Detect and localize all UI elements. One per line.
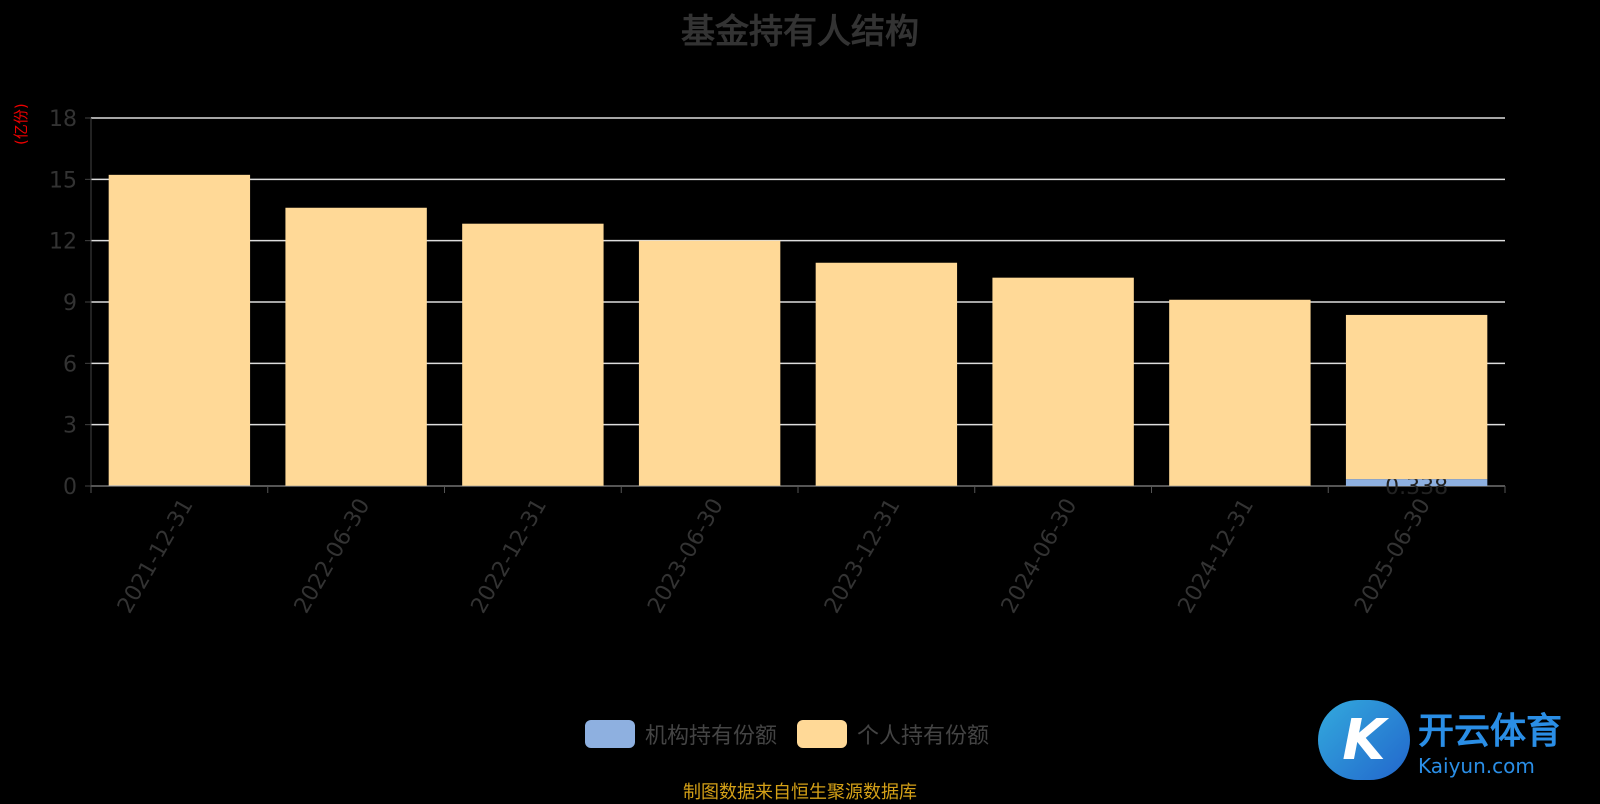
y-tick-label: 18 [49, 107, 77, 132]
x-tick-label: 2024-06-30 [997, 495, 1083, 618]
bar-individual [1346, 315, 1487, 479]
logo-mark: K [1318, 700, 1410, 780]
legend-label: 个人持有份额 [857, 718, 989, 750]
x-tick-label: 2022-06-30 [290, 495, 376, 618]
legend: 机构持有份额 个人持有份额 [585, 718, 989, 750]
y-tick-label: 6 [63, 352, 77, 377]
legend-swatch [585, 720, 635, 748]
bar-individual [639, 241, 780, 486]
y-tick-label: 0 [63, 475, 77, 500]
bar-individual [462, 224, 603, 486]
y-tick-label: 9 [63, 291, 77, 316]
bar-individual [992, 278, 1133, 486]
x-tick-label: 2024-12-31 [1173, 495, 1259, 618]
y-tick-label: 12 [49, 230, 77, 255]
x-tick-label: 2023-06-30 [643, 495, 729, 618]
legend-item-institutional[interactable]: 机构持有份额 [585, 718, 777, 750]
bar-individual [1169, 300, 1310, 486]
x-tick-label: 2023-12-31 [820, 495, 906, 618]
x-tick-label: 2025-06-30 [1350, 495, 1436, 618]
bar-individual [285, 208, 426, 486]
legend-item-individual[interactable]: 个人持有份额 [797, 718, 989, 750]
y-tick-label: 3 [63, 414, 77, 439]
legend-swatch [797, 720, 847, 748]
x-tick-label: 2021-12-31 [113, 495, 199, 618]
legend-label: 机构持有份额 [645, 718, 777, 750]
y-tick-label: 15 [49, 168, 77, 193]
bar-individual [816, 263, 957, 486]
bar-individual [109, 175, 250, 486]
plot-area: 0 3 6 9 12 15 18 2021-12-31 2022-06-30 2022-12-31… [0, 0, 1600, 700]
source-note: 制图数据来自恒生聚源数据库 [0, 778, 1600, 804]
x-tick-label: 2022-12-31 [466, 495, 552, 618]
